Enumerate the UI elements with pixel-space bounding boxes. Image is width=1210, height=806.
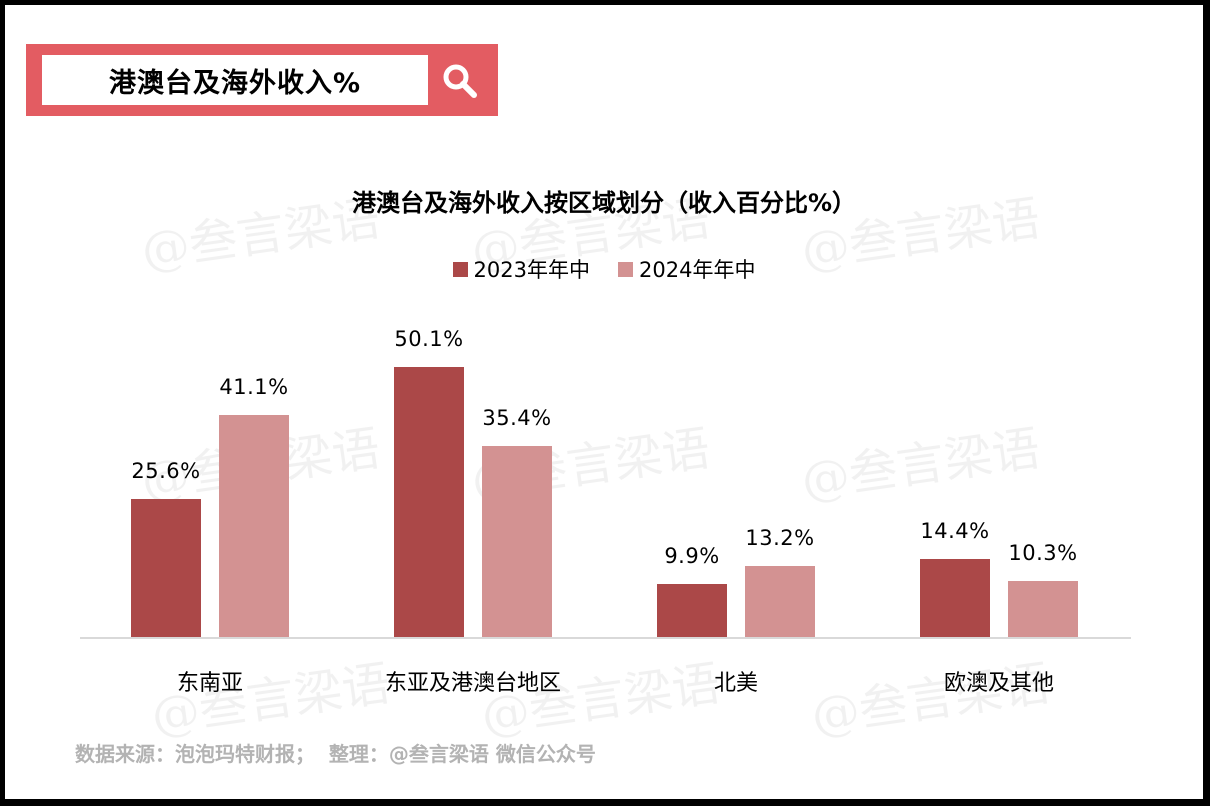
source-note: 数据来源：泡泡玛特财报； 整理：@叁言梁语 微信公众号 [75,742,596,766]
legend-label-2024: 2024年年中 [639,258,756,282]
bar-2023 [657,583,727,637]
bar-2023 [394,366,464,637]
legend-swatch-2024 [618,261,633,277]
data-label: 14.4% [920,519,990,544]
category-label: 欧澳及其他 [943,671,1054,696]
bar-2023 [131,499,201,637]
legend-item-2023: 2023年年中 [452,254,590,284]
legend-item-2024: 2024年年中 [618,254,755,284]
bar-2024 [745,565,815,637]
data-label: 35.4% [482,406,552,431]
bar-2024 [1008,581,1078,637]
legend: 2023年年中 2024年年中 [5,254,1203,284]
data-label: 13.2% [745,525,815,550]
data-label: 41.1% [219,375,289,400]
legend-label-2023: 2023年年中 [473,258,590,282]
bar-2023 [920,559,990,637]
bar-2024 [219,415,289,637]
data-label: 9.9% [664,543,720,568]
search-field: 港澳台及海外收入% [42,55,428,105]
category-label: 东亚及港澳台地区 [384,671,561,696]
category-label: 东南亚 [176,671,243,696]
data-label: 10.3% [1008,541,1078,566]
data-label: 50.1% [394,326,464,351]
chart-canvas: @叁言梁语 @叁言梁语 @叁言梁语 @叁言梁语 @叁言梁语 @叁言梁语 @叁言梁… [5,5,1203,799]
search-icon [440,61,480,101]
search-text: 港澳台及海外收入% [108,67,362,99]
search-banner: 港澳台及海外收入% [26,44,498,116]
x-axis-line [80,637,1131,639]
bar-2024 [482,446,552,637]
legend-swatch-2023 [452,261,468,277]
data-label: 25.6% [131,459,201,484]
category-label: 北美 [713,671,758,696]
chart-title: 港澳台及海外收入按区域划分（收入百分比%） [351,189,857,217]
plot-area: 25.6% 41.1% 东南亚 50.1% 35.4% 东亚及港澳台地区 9.9% 13.2%… [5,5,1203,799]
